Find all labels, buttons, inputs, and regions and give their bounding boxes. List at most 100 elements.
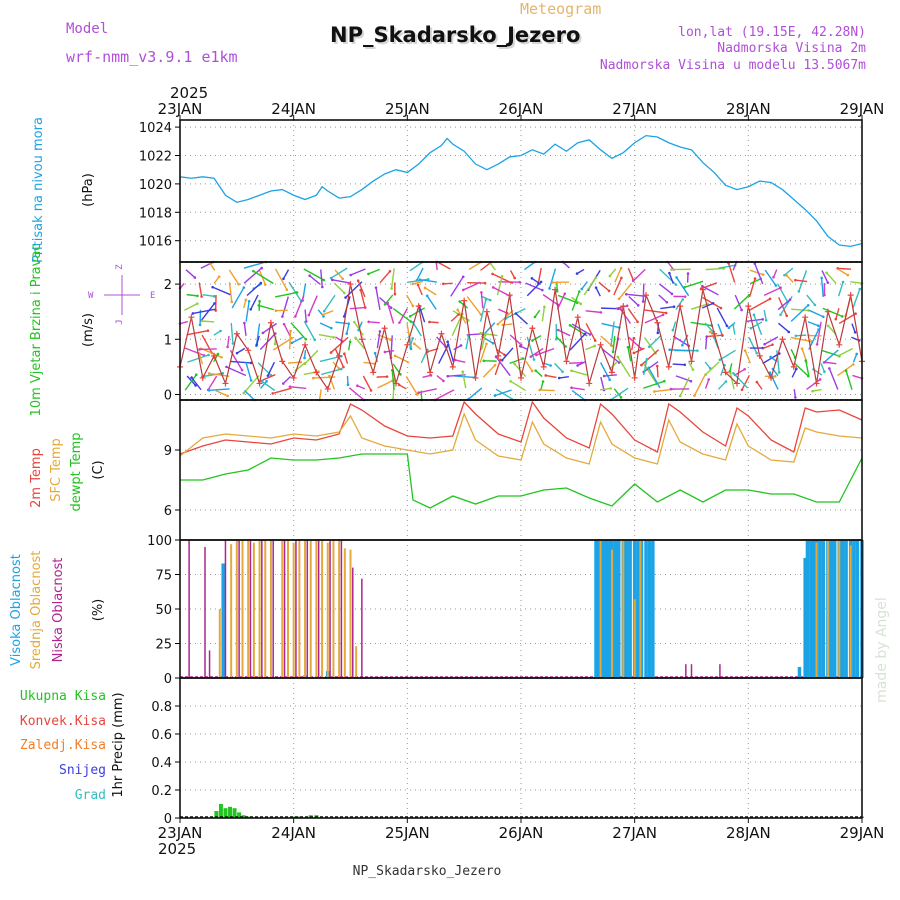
wind-arrowhead: [583, 332, 587, 336]
wind-barb: [192, 308, 216, 315]
wind-barb: [741, 374, 751, 391]
xtick-label-bottom: 23JAN: [158, 824, 203, 842]
wind-arrowhead: [289, 329, 292, 333]
wind-arrowhead: [826, 281, 830, 284]
wind-barb: [693, 375, 706, 396]
wind-arrowhead: [740, 308, 743, 312]
wind-arrowhead: [219, 329, 222, 333]
wind-arrowhead: [418, 278, 422, 281]
wind-barb: [648, 334, 662, 348]
wind-barb: [762, 343, 773, 350]
wind-arrowhead: [563, 292, 567, 296]
wind-barb: [480, 292, 484, 309]
wind-speed-point: [665, 363, 672, 370]
wind-barb: [409, 338, 414, 349]
wind-arrowhead: [328, 374, 331, 378]
wind-arrowhead: [281, 382, 285, 385]
wind-arrowhead: [207, 389, 211, 392]
wind-barb: [656, 366, 659, 378]
wind-barb: [734, 294, 743, 311]
legend-snow: Snijeg: [59, 763, 106, 778]
wind-arrowhead: [632, 336, 636, 340]
ytick-label: 1016: [139, 235, 172, 250]
mid-cloud-bar: [326, 542, 329, 678]
wind-barb: [539, 389, 555, 392]
wind-barb: [852, 374, 863, 379]
xtick-label-top: 25JAN: [385, 100, 430, 118]
wind-arrowhead: [823, 360, 827, 364]
wind-speed-point: [472, 374, 479, 381]
wind-arrowhead: [749, 326, 753, 330]
wind-arrowhead: [386, 301, 389, 305]
wind-barb: [304, 309, 307, 322]
wind-arrowhead: [385, 375, 389, 378]
wind-barb: [418, 388, 437, 394]
wind-speed-point: [233, 330, 240, 337]
xtick-label-bottom: 28JAN: [726, 824, 771, 842]
wind-arrowhead: [761, 273, 765, 276]
wind-barb: [610, 387, 629, 401]
wind-arrowhead: [675, 276, 678, 279]
wind-barb: [763, 309, 767, 321]
dewpt-line: [180, 453, 863, 509]
wind-barb: [763, 287, 781, 297]
wind-arrowhead: [247, 300, 251, 303]
wind-arrowhead: [653, 390, 656, 393]
high-cloud-bar: [832, 540, 837, 678]
wind-arrowhead: [290, 341, 294, 345]
wind-arrowhead: [503, 353, 506, 357]
wind-arrowhead: [616, 355, 620, 359]
wind-arrowhead: [647, 345, 651, 349]
wind-barb: [679, 377, 690, 397]
wind-arrowhead: [226, 394, 229, 398]
wind-arrowhead: [686, 272, 690, 275]
ytick-label: 75: [155, 569, 172, 584]
wind-arrowhead: [541, 288, 544, 292]
wind-barb: [510, 380, 526, 392]
wind-barb: [537, 268, 542, 284]
low-cloud-bar: [249, 540, 252, 678]
wind-arrowhead: [242, 391, 246, 395]
wind-barb: [353, 321, 364, 336]
wind-arrowhead: [664, 311, 668, 315]
wind-arrowhead: [258, 299, 261, 303]
wind-arrowhead: [696, 349, 699, 352]
wind-arrowhead: [768, 297, 772, 301]
wind-speed-point: [461, 297, 468, 304]
wind-arrowhead: [632, 351, 636, 355]
wind-barb: [627, 267, 634, 281]
wind-arrowhead: [412, 342, 416, 346]
wind-arrowhead: [295, 291, 299, 294]
wind-arrowhead: [570, 386, 573, 390]
wind-barb: [643, 380, 665, 389]
wind-arrowhead: [721, 333, 724, 337]
wind-barb: [246, 282, 262, 297]
ytick-label: 1: [164, 333, 172, 348]
wind-arrowhead: [415, 393, 419, 396]
wind-arrowhead: [681, 298, 685, 301]
wind-barb: [323, 294, 336, 312]
wind-barb: [777, 322, 790, 333]
wind-speed-point: [495, 352, 502, 359]
wind-arrowhead: [346, 383, 350, 386]
wind-arrowhead: [194, 384, 197, 387]
sfc-temp-line: [179, 412, 863, 465]
wind-arrowhead: [779, 286, 782, 290]
wind-barb: [828, 368, 839, 390]
wind-arrowhead: [496, 322, 500, 326]
wind-speed-point: [643, 292, 650, 299]
wind-arrowhead: [356, 279, 360, 282]
wind-barb: [184, 374, 197, 391]
wind-barb: [416, 267, 424, 281]
wind-barb: [291, 335, 305, 344]
mid-cloud-bar: [286, 540, 289, 678]
wind-arrowhead: [773, 374, 777, 378]
wind-barb: [749, 298, 771, 311]
wind-arrowhead: [797, 290, 801, 293]
high-cloud-bar: [840, 540, 845, 678]
wind-barb: [394, 355, 410, 364]
wind-barb: [261, 381, 276, 392]
wind-arrowhead: [774, 284, 778, 287]
wind-arrowhead: [828, 367, 831, 370]
wind-barb: [357, 385, 366, 390]
